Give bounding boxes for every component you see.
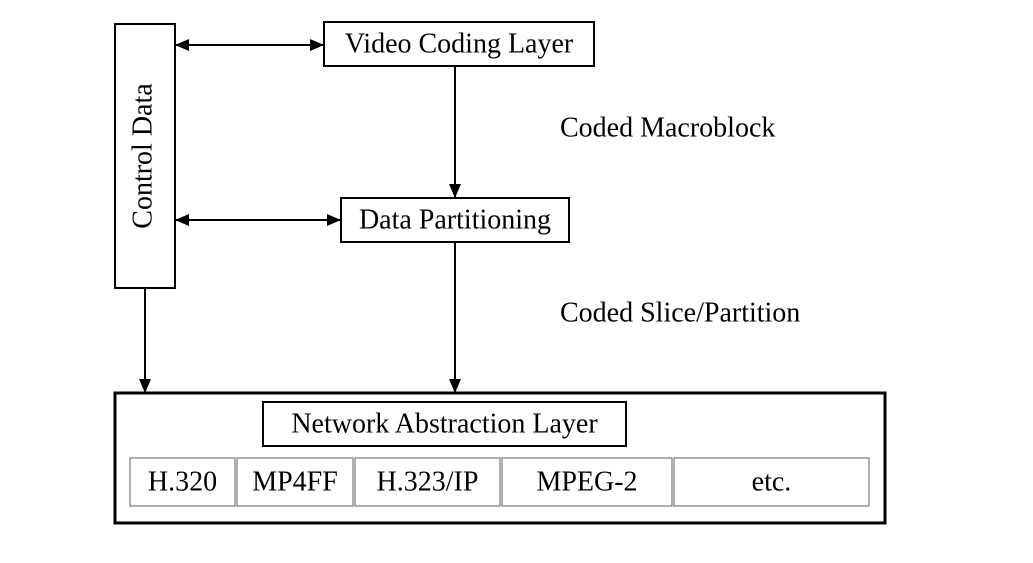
edge-label-vcl-dp: Coded Macroblock	[560, 112, 775, 143]
edge-label-dp-nal: Coded Slice/Partition	[560, 297, 800, 328]
edge-dp-nal	[449, 242, 461, 393]
dp-label: Data Partitioning	[359, 204, 551, 235]
edge-ctrl-nal	[139, 288, 151, 393]
nal-title-label: Network Abstraction Layer	[291, 408, 598, 439]
nal-item-label-0: H.320	[148, 466, 217, 497]
nal-item-label-4: etc.	[752, 466, 792, 497]
edge-ctrl-vcl	[175, 39, 324, 51]
diagram-canvas: Control Data Video Coding Layer Data Parti…	[0, 0, 1033, 563]
nal-item-label-1: MP4FF	[252, 466, 338, 497]
edge-vcl-dp	[449, 66, 461, 198]
vcl-label: Video Coding Layer	[345, 28, 574, 59]
nal-item-label-2: H.323/IP	[377, 466, 479, 497]
control-data-label: Control Data	[127, 83, 158, 229]
edge-ctrl-dp	[175, 214, 341, 226]
nal-item-label-3: MPEG-2	[536, 466, 637, 497]
